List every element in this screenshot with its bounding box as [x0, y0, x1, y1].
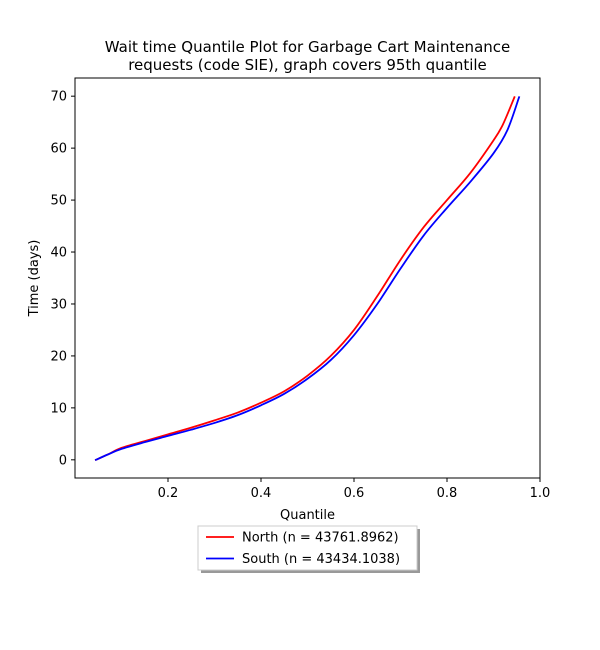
plot-frame	[74, 77, 541, 479]
y-tick-label: 0	[59, 453, 67, 468]
y-tick-label: 60	[50, 142, 67, 157]
y-axis-ticks: 0 10 20 30 40 50 60 70	[50, 90, 75, 468]
y-tick-label: 50	[50, 194, 67, 209]
x-tick-label: 1.0	[530, 486, 551, 501]
legend-label: North (n = 43761.8962)	[242, 531, 399, 546]
legend-entries: North (n = 43761.8962) South (n = 43434.1…	[206, 531, 400, 567]
series-line-south	[94, 96, 521, 462]
y-tick-label: 10	[50, 401, 67, 416]
y-tick-label: 30	[50, 297, 67, 312]
x-axis-label: Quantile	[280, 508, 335, 523]
series-line-north	[94, 96, 516, 462]
y-tick-label: 70	[50, 90, 67, 105]
plot-area	[75, 78, 540, 478]
x-tick-label: 0.8	[437, 486, 458, 501]
plot-background	[75, 78, 540, 478]
legend: North (n = 43761.8962) South (n = 43434.1…	[197, 525, 420, 573]
legend-label: South (n = 43434.1038)	[242, 552, 400, 567]
series-layer	[94, 96, 521, 462]
chart-title-line-2: requests (code SIE), graph covers 95th q…	[128, 56, 487, 74]
x-tick-label: 0.2	[158, 486, 179, 501]
y-axis-label: Time (days)	[27, 240, 42, 318]
chart-title-line-1: Wait time Quantile Plot for Garbage Cart…	[105, 38, 511, 56]
legend-box	[197, 525, 418, 571]
x-tick-label: 0.6	[344, 486, 365, 501]
y-tick-label: 40	[50, 246, 67, 261]
x-axis-ticks: 0.2 0.4 0.6 0.8 1.0	[158, 478, 551, 501]
x-tick-label: 0.4	[251, 486, 272, 501]
y-tick-label: 20	[50, 349, 67, 364]
